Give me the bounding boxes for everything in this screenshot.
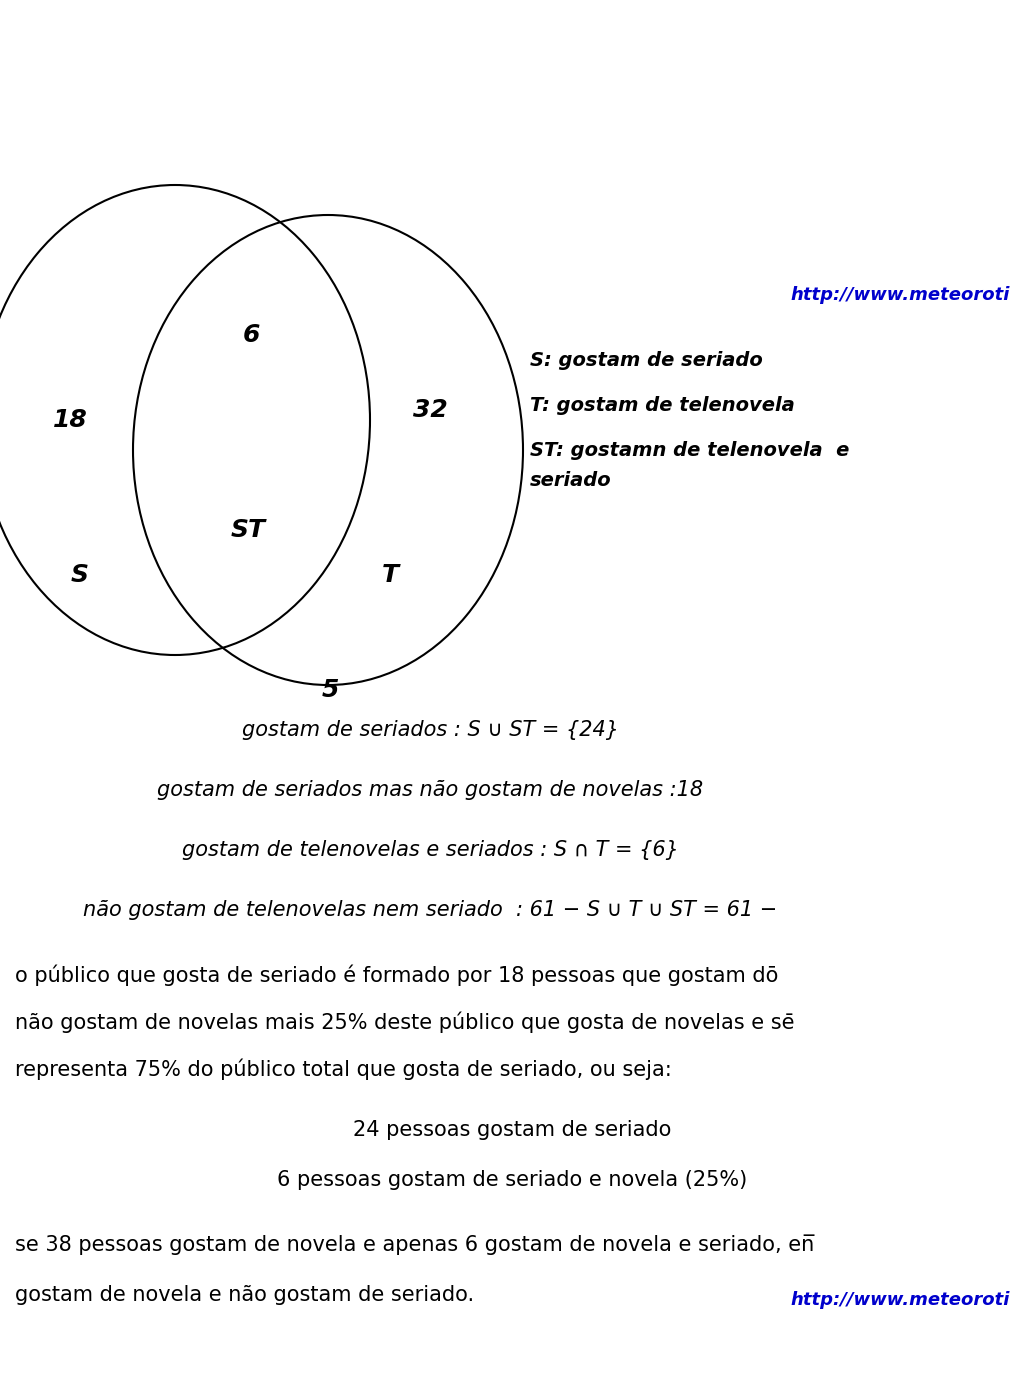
Text: gostam de seriados mas não gostam de novelas :18: gostam de seriados mas não gostam de nov… [157, 779, 703, 800]
Text: 5: 5 [322, 679, 339, 702]
Text: S: S [71, 562, 89, 587]
Text: 32: 32 [413, 398, 447, 422]
Text: o público que gosta de seriado é formado por 18 pessoas que gostam dō: o público que gosta de seriado é formado… [15, 965, 778, 985]
Text: gostam de novela e não gostam de seriado.: gostam de novela e não gostam de seriado… [15, 1285, 474, 1305]
Text: seriado: seriado [530, 470, 611, 489]
Text: ST: ST [230, 518, 265, 542]
Text: não gostam de novelas mais 25% deste público que gosta de novelas e sē: não gostam de novelas mais 25% deste púb… [15, 1012, 795, 1032]
Text: 6 pessoas gostam de seriado e novela (25%): 6 pessoas gostam de seriado e novela (25… [276, 1171, 748, 1190]
Text: ST: gostamn de telenovela  e: ST: gostamn de telenovela e [530, 441, 849, 459]
Text: 24 pessoas gostam de seriado: 24 pessoas gostam de seriado [353, 1119, 671, 1140]
Text: se 38 pessoas gostam de novela e apenas 6 gostam de novela e seriado, en̅: se 38 pessoas gostam de novela e apenas … [15, 1234, 814, 1255]
Text: gostam de telenovelas e seriados : S ∩ T = {6}: gostam de telenovelas e seriados : S ∩ T… [181, 840, 679, 860]
Text: representa 75% do público total que gosta de seriado, ou seja:: representa 75% do público total que gost… [15, 1059, 672, 1079]
Text: T: T [382, 562, 398, 587]
Text: http://www.meteoroti: http://www.meteoroti [791, 286, 1010, 304]
Text: não gostam de telenovelas nem seriado  : 61 − S ∪ T ∪ ST = 61 −: não gostam de telenovelas nem seriado : … [83, 900, 777, 920]
Text: gostam de seriados : S ∪ ST = {24}: gostam de seriados : S ∪ ST = {24} [242, 720, 618, 739]
Text: http://www.meteoroti: http://www.meteoroti [791, 1291, 1010, 1309]
Text: 6: 6 [243, 323, 260, 347]
Text: S: gostam de seriado: S: gostam de seriado [530, 351, 763, 369]
Text: T: gostam de telenovela: T: gostam de telenovela [530, 395, 795, 415]
Text: 18: 18 [52, 408, 87, 433]
